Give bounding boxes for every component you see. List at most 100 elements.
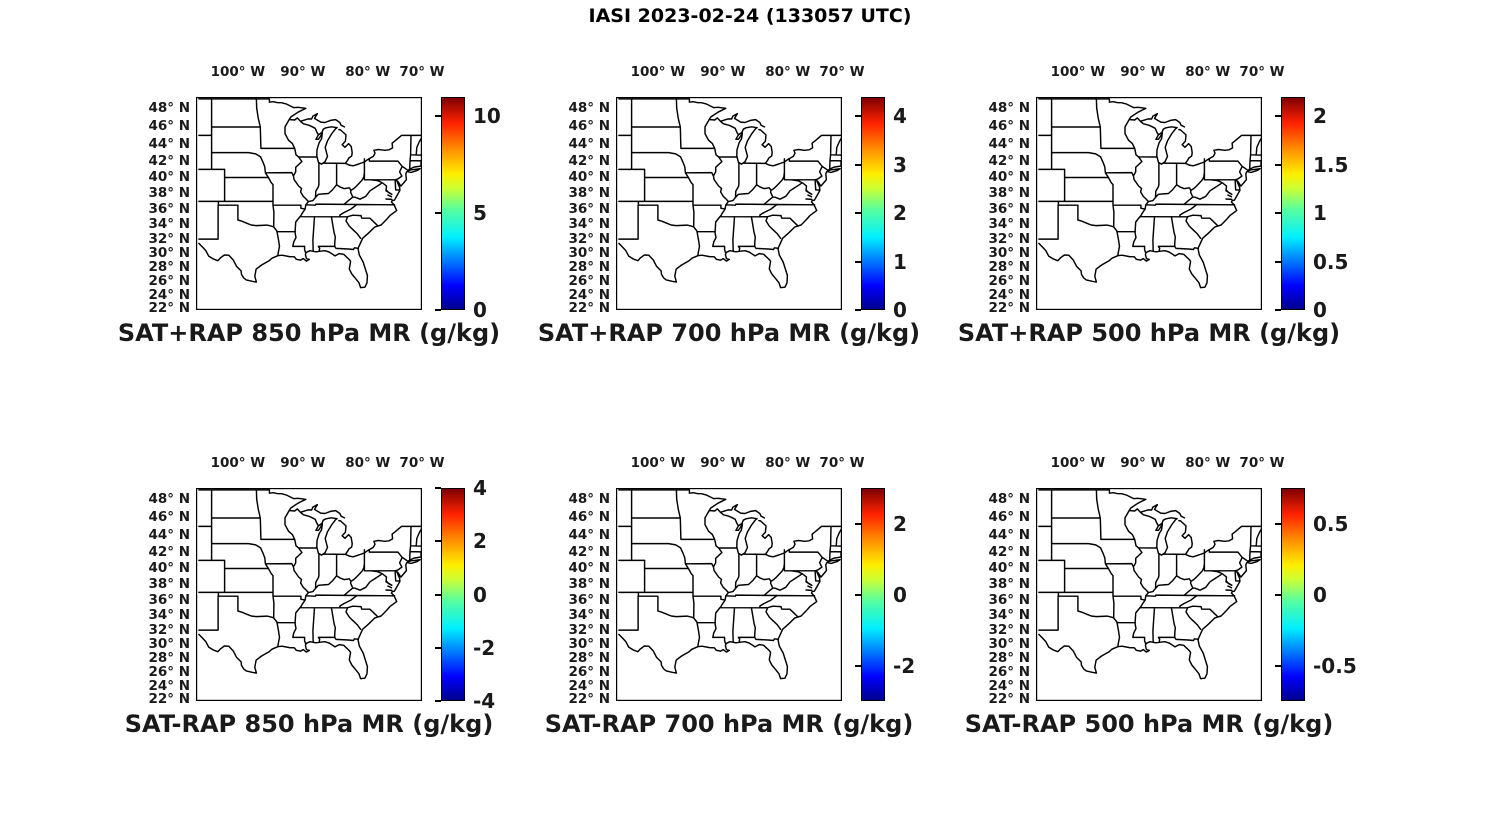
map-axes: 100° W 90° W 80° W 70° W 48° N 46° N 44° N 42° … <box>946 446 1376 756</box>
colorbar <box>441 488 465 701</box>
colorbar-tick <box>1275 260 1281 263</box>
colorbar <box>1281 488 1305 701</box>
lon-axis-label: 90° W <box>700 455 746 471</box>
lon-axis-label: 70° W <box>1239 455 1285 471</box>
map-axes: 100° W 90° W 80° W 70° W 48° N 46° N 44° N 42° … <box>106 55 536 365</box>
lon-axis-label: 70° W <box>819 455 865 471</box>
colorbar-tick <box>855 522 861 525</box>
lon-axis-label: 70° W <box>399 64 445 80</box>
lon-axis-label: 90° W <box>280 64 326 80</box>
lon-axis-label: 90° W <box>1120 64 1166 80</box>
colorbar-tick <box>435 309 441 311</box>
lat-axis-label: 38° N <box>148 185 190 201</box>
colorbar-tick <box>435 212 441 215</box>
map-box <box>1036 97 1262 310</box>
lon-axis-label: 90° W <box>1120 455 1166 471</box>
colorbar-tick-label: 4 <box>473 476 487 500</box>
lat-axis-label: 44° N <box>988 135 1030 152</box>
lat-axis-label: 24° N <box>568 677 610 694</box>
lat-axis-label: 48° N <box>568 99 610 116</box>
lat-axis-label: 22° N <box>988 691 1030 708</box>
lat-axis-label: 44° N <box>988 526 1030 543</box>
state-boundaries <box>1038 489 1262 680</box>
lon-axis-label: 100° W <box>630 455 686 471</box>
map-frame <box>1036 97 1262 310</box>
colorbar-tick-label: 0 <box>473 582 487 607</box>
lat-axis-label: 26° N <box>148 664 190 681</box>
lat-axis-label: 42° N <box>148 543 190 560</box>
lat-axis-label: 24° N <box>988 286 1030 303</box>
map-axes: 100° W 90° W 80° W 70° W 48° N 46° N 44° N 42° … <box>106 446 536 756</box>
lat-axis-label: 22° N <box>568 691 610 708</box>
lat-axis-label: 38° N <box>568 576 610 592</box>
lat-axis-label: 38° N <box>568 185 610 201</box>
colorbar-tick-label: 0.5 <box>1313 511 1349 536</box>
lon-axis-label: 90° W <box>700 64 746 80</box>
us-state-outline-map <box>1036 97 1262 310</box>
lat-axis-label: 30° N <box>988 245 1030 262</box>
panel-title: SAT-RAP 700 hPa MR (g/kg) <box>544 710 914 738</box>
panel-sat-minus-rap-700: 100° W 90° W 80° W 70° W 48° N 46° N 44° N 42° … <box>526 446 956 756</box>
colorbar-tick <box>855 115 861 118</box>
lat-axis-label: 34° N <box>988 606 1030 623</box>
lat-axis-label: 30° N <box>148 636 190 653</box>
lat-axis-label: 36° N <box>568 591 610 608</box>
lat-axis-label: 48° N <box>568 490 610 507</box>
colorbar-tick <box>1275 664 1281 667</box>
colorbar-tick-label: -0.5 <box>1313 653 1357 678</box>
lat-axis-label: 34° N <box>148 215 190 232</box>
lat-axis-label: 42° N <box>568 543 610 560</box>
lat-axis-label: 34° N <box>988 215 1030 232</box>
colorbar-tick-label: 1.5 <box>1313 152 1349 177</box>
panel-sat-plus-rap-500: 100° W 90° W 80° W 70° W 48° N 46° N 44° N 42° … <box>946 55 1376 365</box>
colorbar-tick <box>1275 212 1281 215</box>
lat-axis-label: 32° N <box>568 230 610 247</box>
lat-axis-label: 28° N <box>568 259 610 276</box>
colorbar-tick <box>855 309 861 311</box>
lat-axis-label: 32° N <box>148 230 190 247</box>
state-boundaries <box>198 98 422 289</box>
lat-axis-label: 46° N <box>148 509 190 525</box>
colorbar-tick <box>435 487 441 489</box>
panel-sat-minus-rap-850: 100° W 90° W 80° W 70° W 48° N 46° N 44° N 42° … <box>106 446 536 756</box>
colorbar-tick-label: 1 <box>1313 201 1327 226</box>
lat-axis-label: 24° N <box>988 677 1030 694</box>
lon-axis-label: 100° W <box>1050 64 1106 80</box>
lat-axis-label: 46° N <box>568 509 610 525</box>
map-axes: 100° W 90° W 80° W 70° W 48° N 46° N 44° N 42° … <box>526 55 956 365</box>
lat-axis-label: 30° N <box>568 636 610 653</box>
map-frame <box>1036 488 1262 701</box>
us-state-outline-map <box>616 97 842 310</box>
colorbar-tick-label: 0 <box>473 298 487 322</box>
us-state-outline-map <box>1036 488 1262 701</box>
lat-axis-label: 24° N <box>148 677 190 694</box>
lat-axis-label: 44° N <box>148 526 190 543</box>
lat-axis-label: 22° N <box>148 691 190 708</box>
lon-axis-label: 80° W <box>345 64 391 80</box>
state-boundaries <box>198 489 422 680</box>
lon-axis-label: 70° W <box>819 64 865 80</box>
colorbar-tick <box>855 593 861 596</box>
lat-axis-label: 36° N <box>988 200 1030 217</box>
lat-axis-label: 36° N <box>568 200 610 217</box>
colorbar-tick-label: -2 <box>473 635 496 660</box>
lat-axis-label: 28° N <box>988 650 1030 667</box>
colorbar-tick-label: 0.5 <box>1313 249 1349 274</box>
map-box <box>196 97 422 310</box>
lat-axis-label: 28° N <box>988 259 1030 276</box>
colorbar-tick <box>435 593 441 596</box>
lat-axis-label: 22° N <box>568 300 610 317</box>
map-frame <box>616 488 842 701</box>
colorbar-tick-label: 0 <box>893 582 907 607</box>
colorbar-tick <box>1275 522 1281 525</box>
lat-axis-label: 42° N <box>148 152 190 169</box>
lat-axis-label: 38° N <box>148 576 190 592</box>
us-state-outline-map <box>616 488 842 701</box>
lat-axis-label: 28° N <box>148 650 190 667</box>
lat-axis-label: 24° N <box>148 286 190 303</box>
map-frame <box>196 97 422 310</box>
panel-title: SAT+RAP 700 hPa MR (g/kg) <box>537 319 921 347</box>
map-axes: 100° W 90° W 80° W 70° W 48° N 46° N 44° N 42° … <box>526 446 956 756</box>
panel-sat-plus-rap-700: 100° W 90° W 80° W 70° W 48° N 46° N 44° N 42° … <box>526 55 956 365</box>
lat-axis-label: 34° N <box>568 606 610 623</box>
